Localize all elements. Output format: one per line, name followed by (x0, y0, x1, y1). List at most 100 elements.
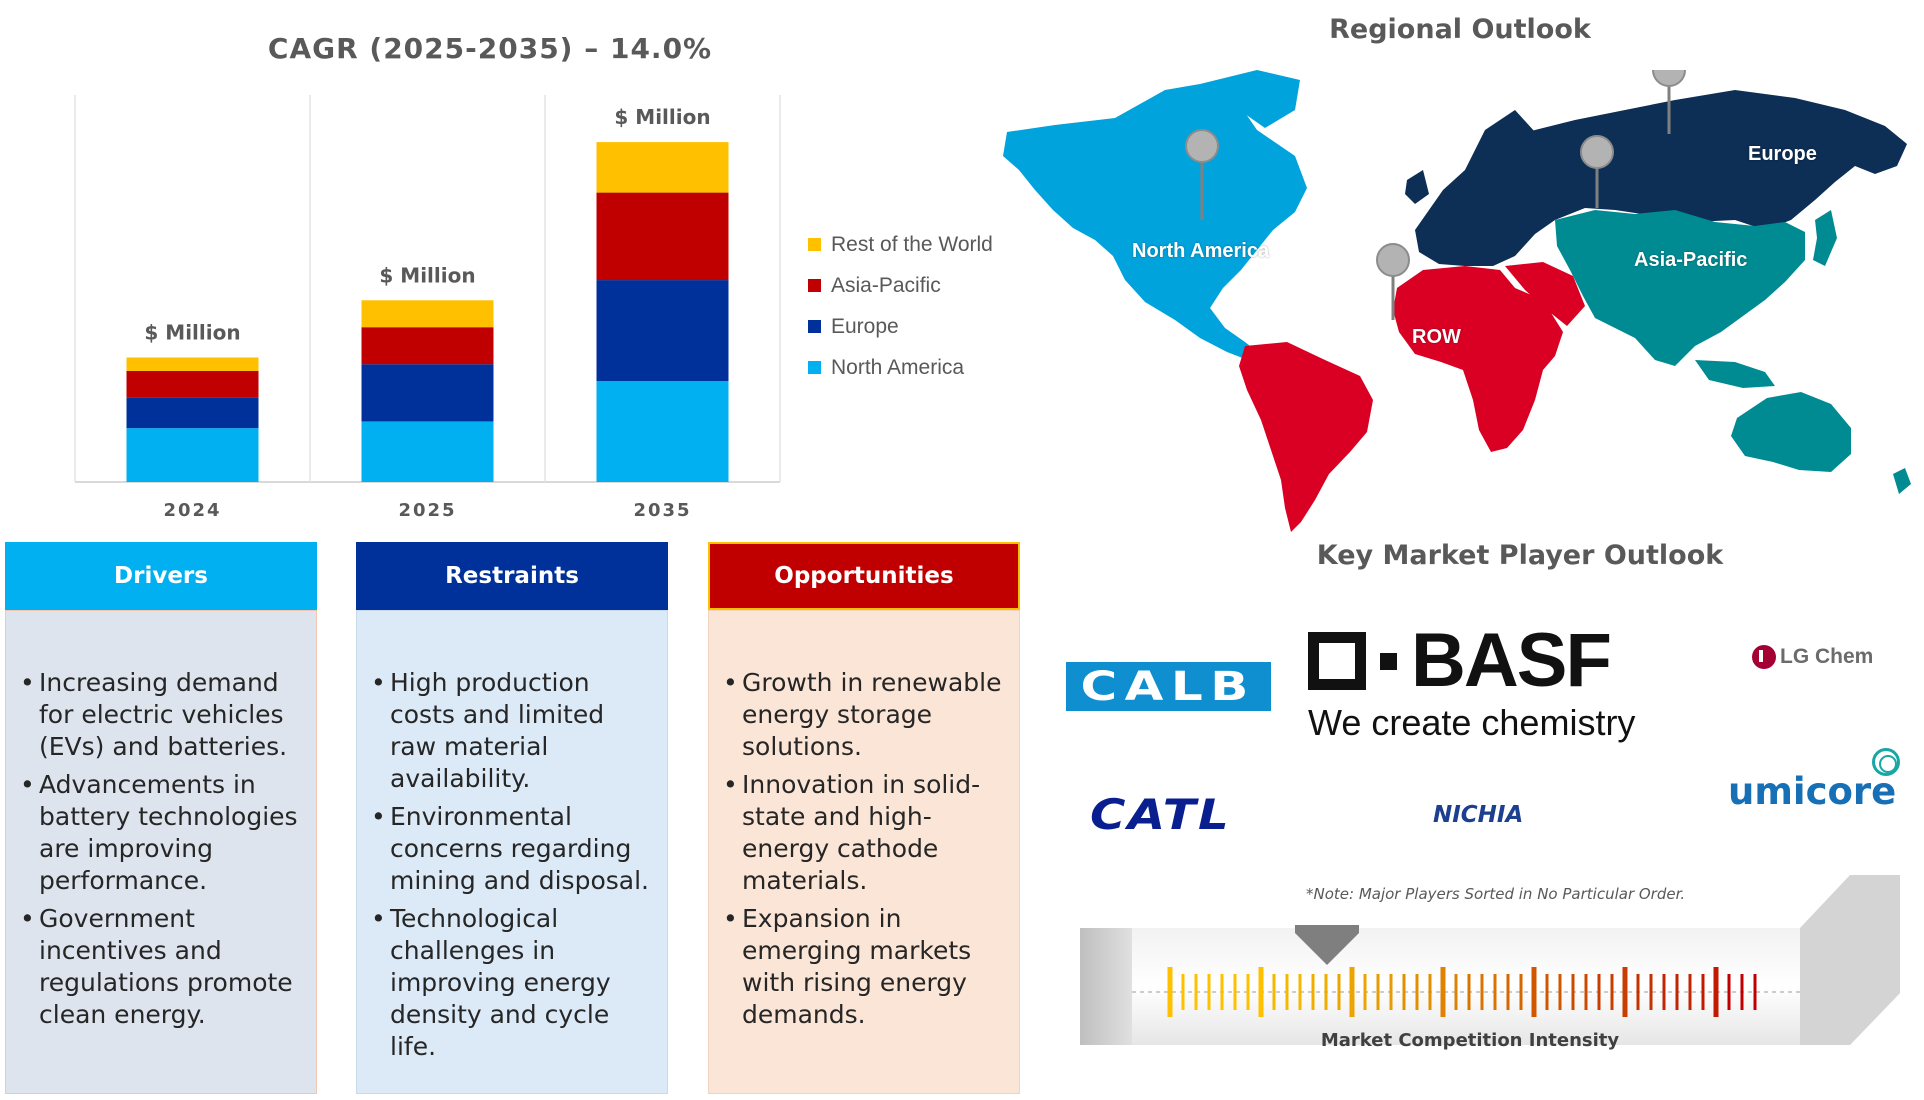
bar-segment (126, 370, 259, 398)
x-tick-label: 2024 (163, 500, 221, 521)
umicore-swirl-icon (1872, 748, 1900, 776)
restraints-header: Restraints (356, 542, 668, 610)
basf-dot-icon (1380, 652, 1397, 670)
gauge-indicator-base (1295, 925, 1359, 933)
map-label-row: ROW (1412, 326, 1461, 348)
map-region-scandinavia (1465, 110, 1535, 170)
map-pin-asia-pacific (1580, 135, 1614, 208)
basf-square-icon (1308, 632, 1366, 690)
x-tick-label: 2035 (633, 500, 691, 521)
gauge-ticks (1167, 967, 1757, 1017)
legend-label: Rest of the World (831, 232, 993, 256)
bar-value-label: $ Million (614, 105, 710, 129)
drivers-list: Increasing demand for electric vehicles … (18, 667, 302, 1031)
list-item: High production costs and limited raw ma… (369, 667, 653, 795)
legend-swatch (808, 238, 821, 251)
bar-segment (126, 357, 259, 371)
map-region-new-zealand (1893, 468, 1911, 494)
map-label-north-america: North America (1132, 240, 1270, 262)
list-item: Advancements in battery technologies are… (18, 769, 302, 897)
restraints-list: High production costs and limited raw ma… (369, 667, 653, 1063)
calb-logo-text: CALB (1080, 663, 1257, 710)
legend-swatch (808, 279, 821, 292)
calb-logo: CALB (1066, 662, 1271, 711)
opportunities-title: Opportunities (774, 563, 954, 589)
map-region-asia-pacific (1555, 210, 1805, 366)
opportunities-body: Growth in renewable energy storage solut… (708, 610, 1020, 1094)
bar-segment (361, 364, 494, 422)
drivers-header: Drivers (5, 542, 317, 610)
list-item: Technological challenges in improving en… (369, 903, 653, 1063)
bar-segment (596, 381, 729, 482)
list-item: Government incentives and regulations pr… (18, 903, 302, 1031)
nichia-logo: NICHIA (1433, 802, 1524, 828)
lg-chem-logo: LG Chem (1752, 645, 1873, 669)
opportunities-list: Growth in renewable energy storage solut… (721, 667, 1005, 1031)
umicore-logo: umicore (1728, 770, 1897, 813)
legend-swatch (808, 320, 821, 333)
players-note: *Note: Major Players Sorted in No Partic… (1306, 885, 1686, 903)
bar-segment (596, 192, 729, 281)
drivers-body: Increasing demand for electric vehicles … (5, 610, 317, 1094)
list-item: Innovation in solid-state and high-energ… (721, 769, 1005, 897)
catl-logo: CATL (1090, 790, 1232, 839)
competition-intensity-gauge (1080, 875, 1900, 1045)
restraints-panel: Restraints High production costs and lim… (356, 542, 668, 1094)
gauge-indicator (1295, 933, 1359, 965)
map-label-asia-pacific: Asia-Pacific (1634, 249, 1748, 271)
map-region-uk (1405, 170, 1429, 204)
opportunities-header: Opportunities (708, 542, 1020, 610)
bar-segment (361, 327, 494, 365)
map-region-australia (1731, 392, 1851, 472)
legend-label: Asia-Pacific (831, 273, 941, 297)
bar-segment (361, 300, 494, 328)
drivers-panel: Drivers Increasing demand for electric v… (5, 542, 317, 1094)
basf-logo-text: BASF (1411, 618, 1612, 703)
legend-label: North America (831, 355, 965, 379)
bar-segment (361, 421, 494, 482)
map-label-europe: Europe (1748, 143, 1817, 165)
bar-segment (596, 142, 729, 193)
legend-item: Asia-Pacific (808, 265, 993, 306)
map-region-southeast-asia (1695, 360, 1775, 388)
drivers-title: Drivers (114, 563, 208, 589)
map-region-middle-east (1505, 262, 1585, 326)
legend-swatch (808, 361, 821, 374)
map-region-europe-russia (1415, 90, 1907, 266)
basf-logo-mark: BASF (1308, 618, 1648, 703)
restraints-title: Restraints (445, 563, 579, 589)
map-region-greenland (1200, 70, 1300, 128)
map-pin-row (1376, 243, 1410, 320)
list-item: Expansion in emerging markets with risin… (721, 903, 1005, 1031)
legend-label: Europe (831, 314, 899, 338)
chart-legend: Rest of the World Asia-Pacific Europe No… (808, 224, 993, 388)
world-map (1003, 70, 1911, 532)
stacked-bar-chart: $ Million 2024 $ Million 2025 $ Million 2035 (74, 95, 781, 521)
map-pin-north-america (1185, 129, 1219, 220)
basf-tagline: We create chemistry (1308, 702, 1636, 743)
legend-item: Rest of the World (808, 224, 993, 265)
bar-value-label: $ Million (144, 320, 240, 344)
map-region-south-america (1239, 342, 1373, 532)
map-region-africa (1393, 266, 1563, 452)
list-item: Environmental concerns regarding mining … (369, 801, 653, 897)
cagr-title: CAGR (2025-2035) – 14.0% (267, 32, 713, 65)
legend-item: North America (808, 347, 993, 388)
gauge-left-cap (1080, 928, 1132, 1045)
bar-segment (126, 428, 259, 482)
list-item: Growth in renewable energy storage solut… (721, 667, 1005, 763)
competition-intensity-label: Market Competition Intensity (1320, 1030, 1620, 1051)
lg-circle-icon (1752, 645, 1776, 669)
list-item: Increasing demand for electric vehicles … (18, 667, 302, 763)
x-tick-label: 2025 (398, 500, 456, 521)
map-region-north-america (1003, 84, 1307, 362)
gauge-right-cap (1800, 875, 1900, 1045)
chart-bars (126, 142, 729, 482)
basf-logo: BASF We create chemistry (1308, 618, 1648, 744)
lg-chem-logo-text: LG Chem (1780, 645, 1874, 668)
map-pin-europe (1652, 70, 1686, 134)
bar-value-label: $ Million (379, 263, 475, 287)
chart-labels: $ Million 2024 $ Million 2025 $ Million 2035 (144, 105, 710, 521)
bar-segment (596, 280, 729, 382)
opportunities-panel: Opportunities Growth in renewable energy… (708, 542, 1020, 1094)
